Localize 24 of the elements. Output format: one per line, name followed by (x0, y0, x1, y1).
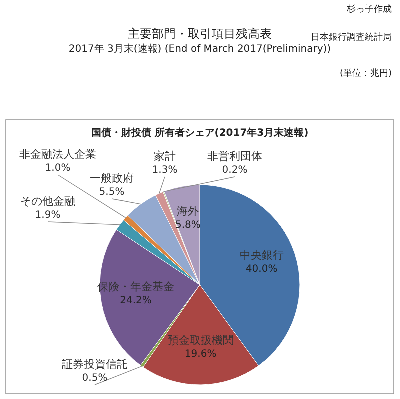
slice-label: 証券投資信託 (62, 358, 128, 371)
data-label: 0.2% (222, 165, 248, 176)
data-label: 5.5% (99, 187, 125, 198)
text: 2017年 3月末(速報) (End of March 2017(Preliminary)) (68, 43, 332, 55)
slice-label: 非営利団体 (208, 150, 262, 163)
slice-label: 家計 (154, 150, 176, 163)
slice-label: その他金融 (20, 195, 76, 208)
data-label: 40.0% (246, 264, 278, 275)
slice-label: 預金取扱機関 (168, 334, 234, 347)
data-label: 1.0% (45, 163, 71, 174)
chart-title: 国債・財投債 所有者シェア(2017年3月末速報) (91, 127, 309, 139)
slice-label: 海外 (177, 205, 200, 218)
text: 主要部門・取引項目残高表 (128, 27, 272, 41)
slice-label: 中央銀行 (240, 248, 284, 262)
slice-label: 非金融法人企業 (20, 148, 96, 161)
slice-label: 一般政府 (90, 172, 134, 185)
data-label: 19.6% (184, 348, 217, 360)
text: 杉っ子作成 (346, 4, 392, 15)
data-label: 1.3% (152, 165, 178, 176)
data-label: 24.2% (120, 295, 152, 306)
data-label: 1.9% (35, 210, 61, 221)
data-label: 0.5% (82, 373, 108, 384)
text: (単位：兆円) (340, 68, 392, 79)
text: 日本銀行調査統計局 (311, 32, 392, 43)
